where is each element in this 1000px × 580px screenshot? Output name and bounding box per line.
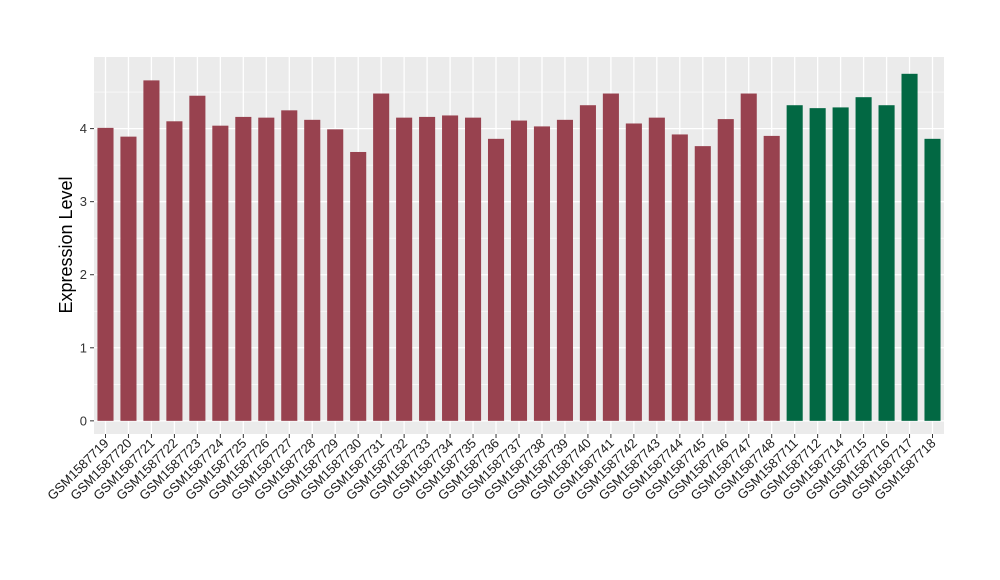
bar-GSM1587720 [120,136,137,421]
bar-GSM1587733 [419,116,436,421]
y-tick-label: 1 [80,340,87,355]
bar-GSM1587725 [235,116,252,421]
bar-GSM1587748 [763,135,780,421]
bar-GSM1587740 [579,105,596,421]
bar-GSM1587747 [740,93,757,421]
bar-GSM1587727 [281,110,298,421]
bar-GSM1587741 [602,93,619,421]
bar-GSM1587746 [717,119,734,421]
bar-GSM1587728 [304,119,321,421]
bar-GSM1587737 [510,120,528,421]
y-tick-label: 2 [80,267,87,282]
bar-GSM1587712 [809,108,826,421]
bar-GSM1587735 [465,117,482,421]
y-tick-label: 4 [80,121,87,136]
bar-GSM1587722 [166,121,183,421]
bar-GSM1587742 [625,123,642,421]
bar-GSM1587721 [143,80,160,421]
bar-GSM1587714 [832,107,849,421]
y-axis-title: Expression Level [56,176,76,313]
bar-GSM1587731 [373,93,390,421]
y-tick-label: 0 [80,413,87,428]
bar-GSM1587717 [901,73,918,421]
bar-GSM1587716 [878,105,895,421]
bar-GSM1587732 [396,117,413,421]
bar-GSM1587743 [648,117,665,421]
bar-GSM1587739 [556,119,573,421]
bar-GSM1587736 [487,138,505,421]
bar-GSM1587726 [258,117,275,421]
bar-GSM1587718 [924,138,941,421]
bar-GSM1587744 [671,134,688,421]
bar-GSM1587730 [350,151,367,421]
bar-GSM1587738 [533,126,551,421]
y-tick-label: 3 [80,194,87,209]
bar-GSM1587715 [855,97,872,421]
bar-GSM1587729 [327,129,344,421]
y-axis: 0 1 2 3 4 [80,121,94,428]
bar-GSM1587711 [786,105,803,421]
bar-GSM1587719 [97,127,114,421]
x-axis: GSM1587719GSM1587720GSM1587721GSM1587722… [44,434,939,503]
bars-group [97,73,941,421]
bar-GSM1587745 [694,146,711,421]
bar-GSM1587734 [442,115,459,421]
bar-GSM1587724 [212,125,229,421]
bar-GSM1587723 [189,95,206,421]
